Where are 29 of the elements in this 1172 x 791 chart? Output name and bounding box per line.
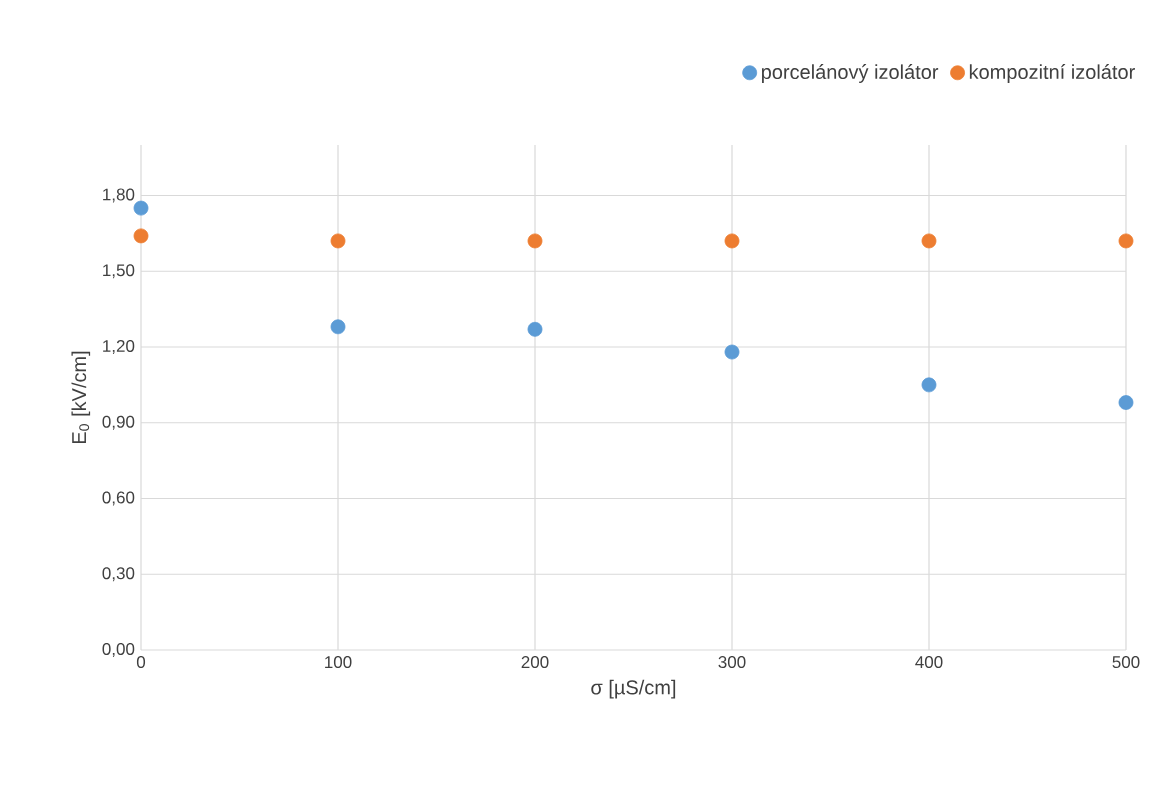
y-tick-label: 0,60 xyxy=(102,491,135,506)
point xyxy=(133,200,149,216)
point xyxy=(921,377,937,393)
point xyxy=(921,233,937,249)
y-tick-label: 0,30 xyxy=(102,567,135,582)
point xyxy=(330,319,346,335)
x-tick-label: 0 xyxy=(136,656,146,669)
point xyxy=(330,233,346,249)
y-tick-label: 0,00 xyxy=(102,642,135,657)
point xyxy=(527,233,543,249)
y-tick-label: 0,90 xyxy=(102,415,135,430)
x-tick-label: 200 xyxy=(521,656,549,669)
y-tick-label: 1,80 xyxy=(103,188,135,203)
x-tick-label: 300 xyxy=(718,656,746,669)
point xyxy=(724,344,740,360)
y-axis-title: E$_{0}$ [kV/cm] xyxy=(71,351,91,444)
x-tick-label: 500 xyxy=(1112,656,1140,669)
legend-label: porcelánový izolátor xyxy=(761,64,939,83)
x-tick-label: 400 xyxy=(915,656,943,669)
y-tick-label: 1,50 xyxy=(103,264,135,279)
x-axis-title: σ [µS/cm] xyxy=(591,679,676,699)
point xyxy=(724,233,740,249)
y-tick-label: 1,20 xyxy=(103,339,135,354)
legend-label: kompozitní izolátor xyxy=(969,64,1135,83)
point xyxy=(527,321,543,337)
point xyxy=(1118,233,1134,249)
x-tick-label: 100 xyxy=(325,656,352,669)
point xyxy=(1118,395,1134,410)
point xyxy=(133,228,149,244)
